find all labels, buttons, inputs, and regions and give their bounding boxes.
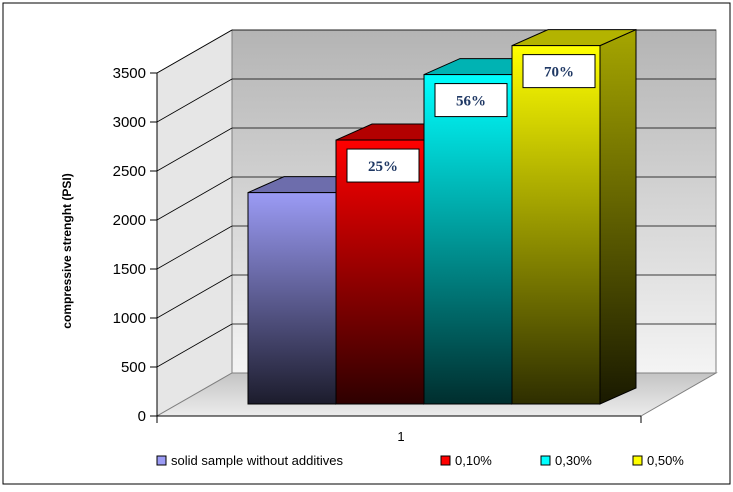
y-axis-label: compressive strenght (PSI) — [60, 173, 74, 328]
data-label-text: 70% — [544, 65, 574, 81]
gridline — [156, 29, 233, 74]
side-wall — [156, 29, 233, 417]
legend-swatch — [632, 455, 643, 466]
outer-border — [2, 2, 731, 485]
gridline — [156, 127, 233, 172]
legend-label: solid sample without additives — [171, 453, 343, 468]
bars — [247, 28, 637, 405]
data-label-3: 56% — [434, 83, 508, 118]
y-tick-label: 3000 — [113, 114, 146, 131]
legend-item-3: 0,30% — [540, 453, 592, 468]
y-tick-label: 500 — [121, 359, 146, 376]
x-category-label: 1 — [397, 429, 404, 444]
legend-swatch — [440, 455, 451, 466]
bar-front-face — [511, 45, 601, 405]
data-label-box — [522, 54, 596, 89]
data-labels: 25% 56% 70% — [346, 54, 596, 183]
data-label-text: 56% — [456, 94, 486, 110]
bar-front-face — [335, 139, 425, 405]
data-label-2: 25% — [346, 148, 420, 183]
gridline — [156, 274, 233, 319]
gridline — [156, 176, 233, 221]
y-tick-label: 2000 — [113, 212, 146, 229]
data-label-box — [434, 83, 508, 118]
y-tick-label: 1500 — [113, 261, 146, 278]
y-tick-label: 1000 — [113, 310, 146, 327]
legend-item-1: solid sample without additives — [156, 453, 343, 468]
legend-label: 0,50% — [647, 453, 684, 468]
bar-front-face — [423, 74, 513, 405]
data-label-4: 70% — [522, 54, 596, 89]
y-tick-label: 2500 — [113, 163, 146, 180]
bar-front-face — [247, 192, 337, 405]
legend-label: 0,10% — [455, 453, 492, 468]
y-tick-label: 0 — [138, 408, 146, 425]
gridline — [156, 78, 233, 123]
legend-swatch — [540, 455, 551, 466]
data-label-box — [346, 148, 420, 183]
bar-side-face — [599, 28, 637, 405]
y-tick-label: 3500 — [113, 65, 146, 82]
legend-item-2: 0,10% — [440, 453, 492, 468]
gridline — [156, 225, 233, 270]
y-axis-ticks: 0 500 1000 1500 2000 2500 3000 3500 — [113, 65, 157, 425]
legend-item-4: 0,50% — [632, 453, 684, 468]
bar-series-4 — [511, 28, 637, 405]
legend-swatch — [156, 455, 167, 466]
data-label-text: 25% — [368, 159, 398, 175]
legend-label: 0,30% — [555, 453, 592, 468]
gridline — [156, 323, 233, 368]
legend: solid sample without additives 0,10% 0,30%… — [156, 453, 684, 468]
